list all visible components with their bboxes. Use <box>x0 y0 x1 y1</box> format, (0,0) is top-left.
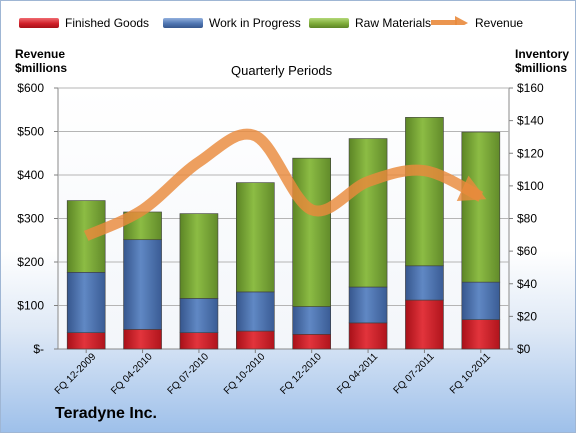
right-axis-title-line2: $millions <box>515 61 568 75</box>
legend-swatch-finished-goods <box>19 18 59 28</box>
right-axis-tick-label: $100 <box>517 179 544 193</box>
legend-label-raw-materials: Raw Materials <box>355 16 432 30</box>
bar-finished-goods <box>405 299 444 350</box>
right-axis-tick-label: $140 <box>517 114 544 128</box>
right-axis-title: Inventory $millions <box>515 47 569 75</box>
x-axis-tick-label: FQ 07-2011 <box>392 351 437 396</box>
x-axis-tick-label: FQ 07-2010 <box>166 351 212 397</box>
legend-label-finished-goods: Finished Goods <box>65 16 150 30</box>
right-axis-tick-label: $80 <box>517 212 537 226</box>
bar-work-in-progress <box>236 291 275 332</box>
right-axis-tick-label: $40 <box>517 277 537 291</box>
bar-work-in-progress <box>348 286 388 324</box>
right-axis-tick-label: $160 <box>517 81 544 95</box>
bar-finished-goods <box>123 329 162 350</box>
x-axis-tick-label: FQ 12-2009 <box>53 351 99 397</box>
bar-raw-materials <box>348 138 388 288</box>
right-axis-tick-label: $60 <box>517 244 537 258</box>
x-axis-tick-label: FQ 04-2010 <box>109 351 155 397</box>
left-axis-tick-label: $600 <box>17 81 44 95</box>
right-axis-tick-label: $120 <box>517 146 544 160</box>
x-axis-tick-label: FQ 10-2010 <box>222 351 268 397</box>
left-axis-tick-label: $100 <box>17 299 44 313</box>
left-axis-tick-label: $- <box>33 342 44 356</box>
x-axis-tick-label: FQ 12-2010 <box>278 351 324 397</box>
left-axis-tick-label: $400 <box>17 168 44 182</box>
right-axis-tick-label: $20 <box>517 309 537 323</box>
chart-subtitle: Quarterly Periods <box>231 63 333 78</box>
left-axis-title-line2: $millions <box>15 61 68 75</box>
bar-finished-goods <box>348 322 388 350</box>
left-axis-tick-label: $300 <box>17 212 44 226</box>
legend-swatch-work-in-progress <box>163 18 203 28</box>
bar-work-in-progress <box>461 281 501 320</box>
left-axis-title-line1: Revenue <box>15 47 66 61</box>
left-axis-tick-label: $500 <box>17 125 44 139</box>
right-axis-title-line1: Inventory <box>515 47 570 61</box>
bar-raw-materials <box>236 182 275 293</box>
bar-work-in-progress <box>66 272 106 333</box>
bar-finished-goods <box>461 319 501 350</box>
bar-raw-materials <box>66 200 106 273</box>
legend-arrow-revenue <box>431 16 468 25</box>
left-axis-title: Revenue $millions <box>15 47 67 75</box>
bar-raw-materials <box>405 117 444 267</box>
bar-finished-goods <box>179 332 219 350</box>
bar-work-in-progress <box>179 298 219 333</box>
bar-finished-goods <box>66 332 106 350</box>
bar-finished-goods <box>236 330 275 350</box>
bar-work-in-progress <box>123 239 162 330</box>
bar-work-in-progress <box>292 306 331 335</box>
right-axis-tick-label: $0 <box>517 342 531 356</box>
revenue-line <box>83 128 484 241</box>
legend-swatch-raw-materials <box>309 18 349 28</box>
x-axis-tick-label: FQ 04-2011 <box>335 351 380 396</box>
revenue-arrowhead <box>456 175 487 202</box>
legend-label-work-in-progress: Work in Progress <box>209 16 301 30</box>
company-name: Teradyne Inc. <box>55 405 157 422</box>
bar-raw-materials <box>292 157 331 307</box>
left-axis-tick-label: $200 <box>17 255 44 269</box>
legend-label-revenue: Revenue <box>475 16 524 30</box>
bar-finished-goods <box>292 334 331 350</box>
bar-raw-materials <box>179 213 219 299</box>
x-axis-tick-label: FQ 10-2011 <box>448 351 493 396</box>
bar-raw-materials <box>461 131 501 283</box>
bar-work-in-progress <box>405 265 444 301</box>
